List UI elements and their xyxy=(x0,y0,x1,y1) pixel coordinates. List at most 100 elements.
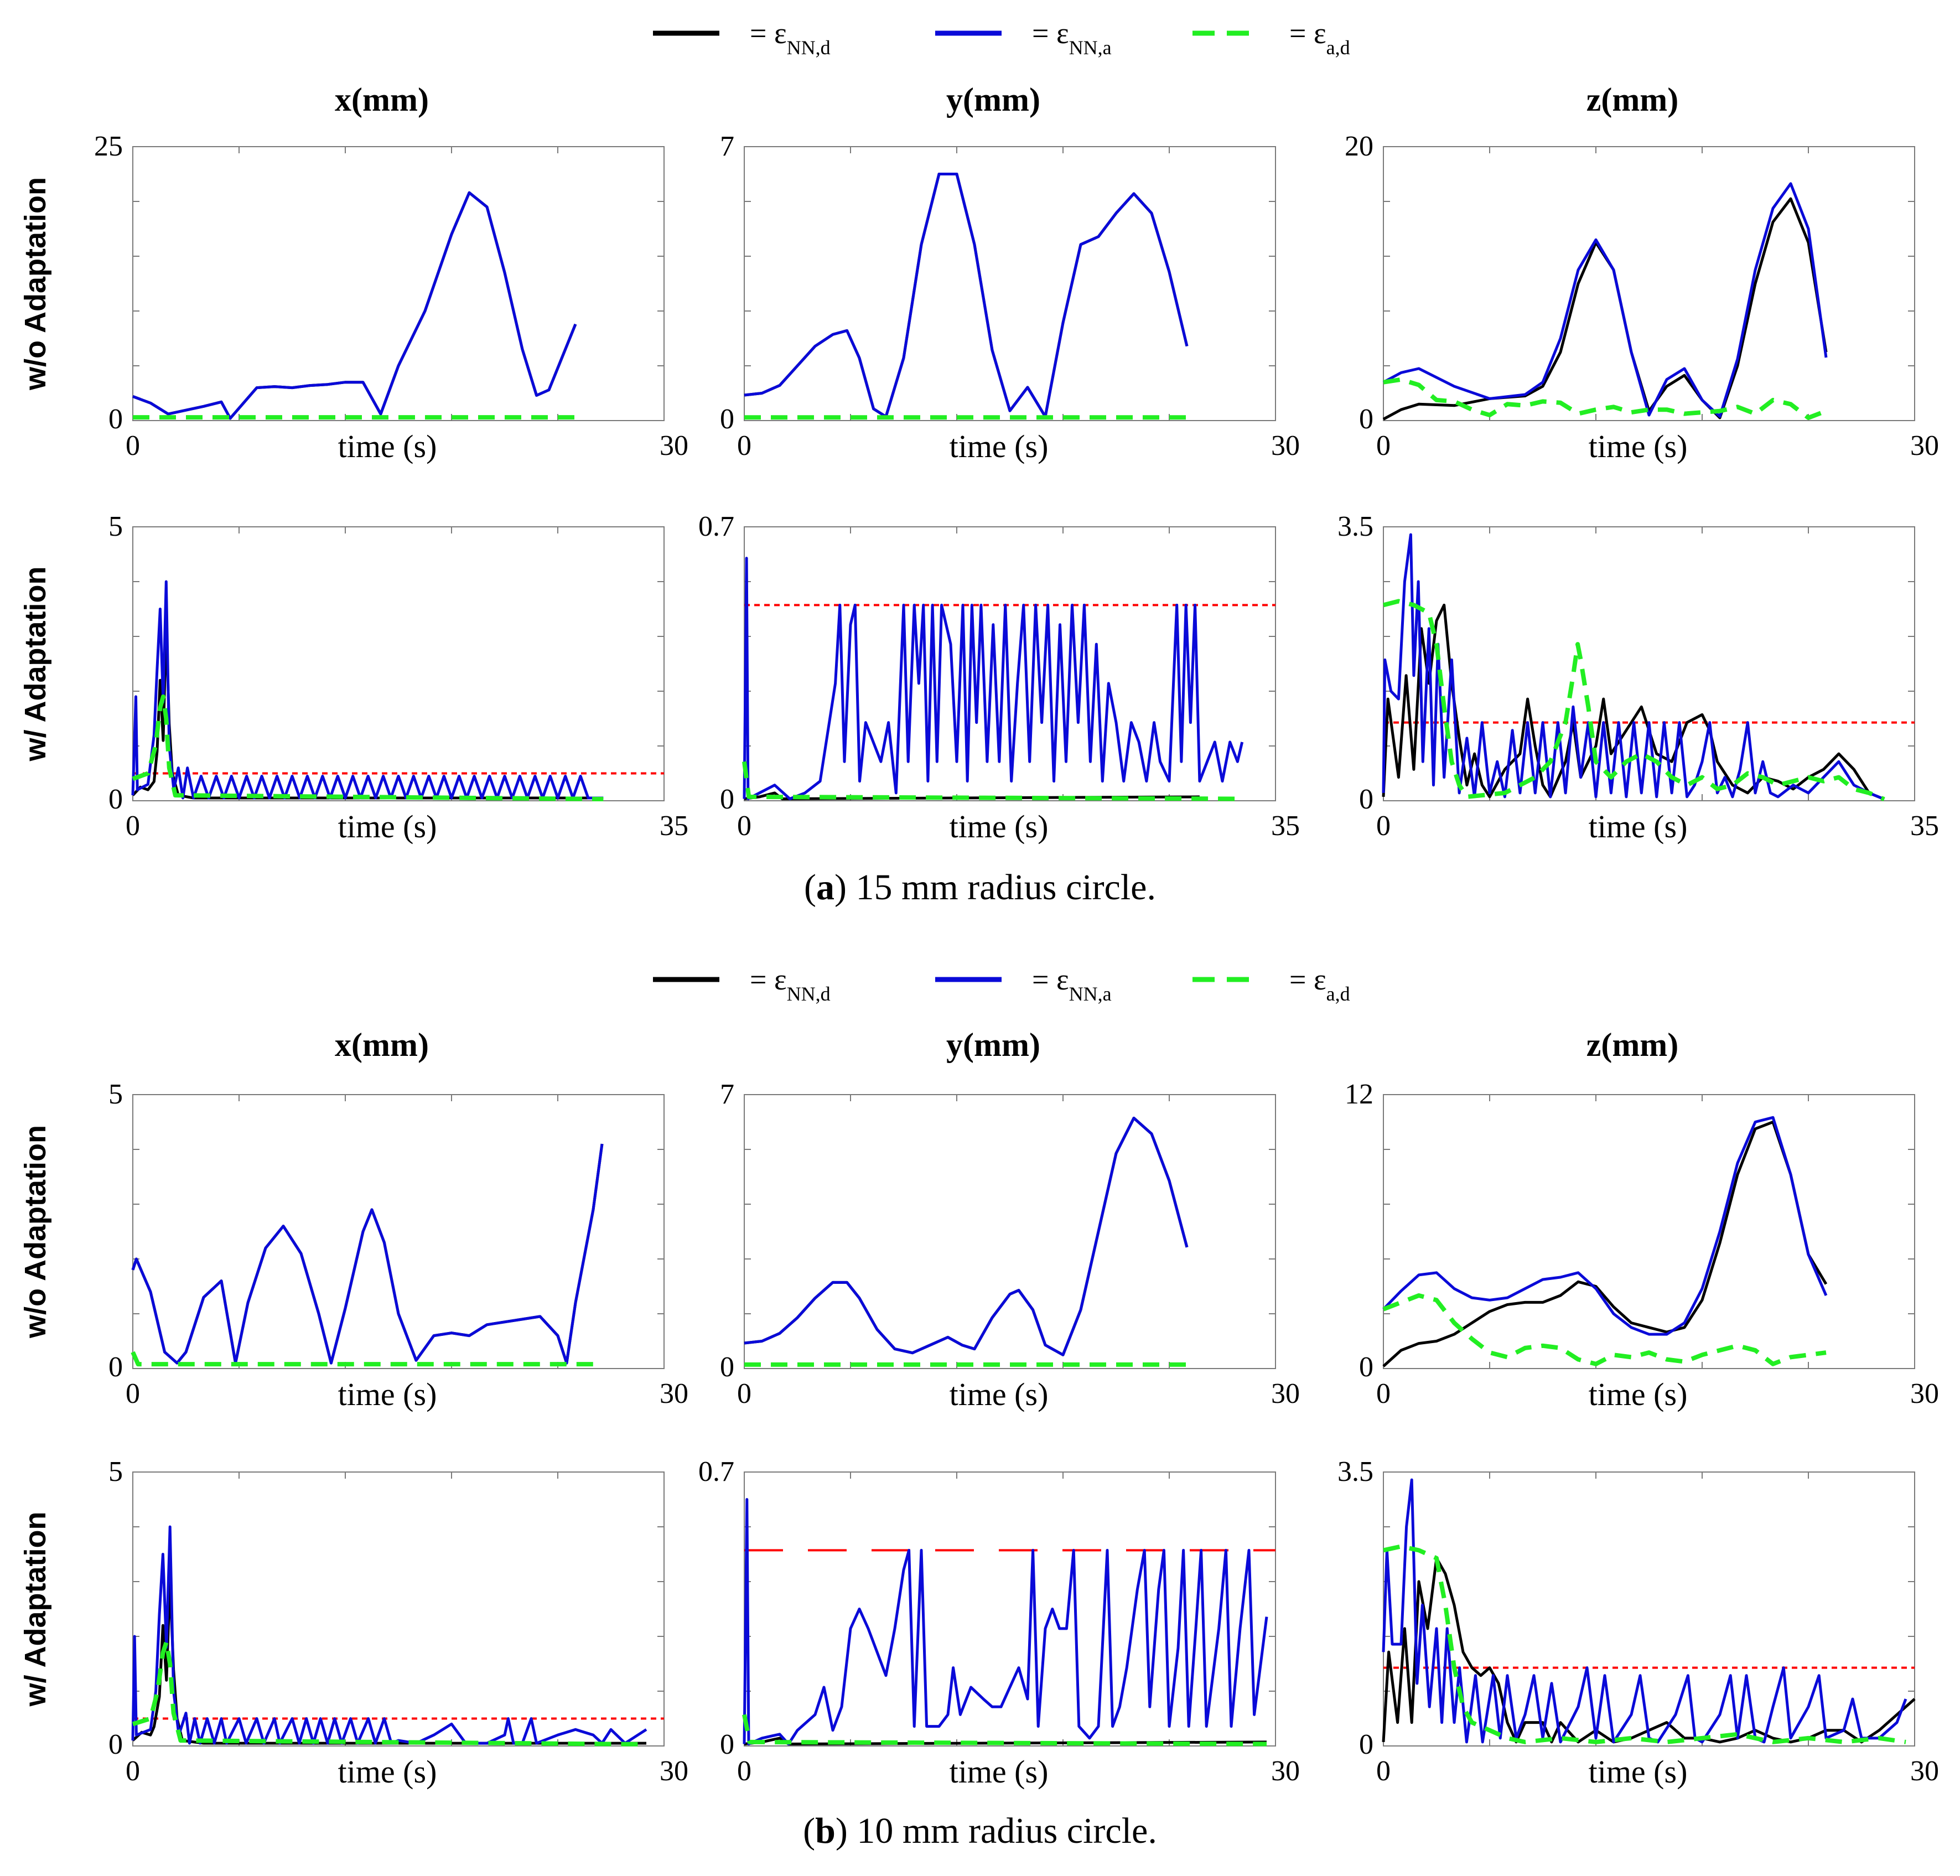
series-line-eps-nn-a xyxy=(132,191,577,420)
series-line-eps-nn-a xyxy=(744,1116,1189,1356)
column-title-z: z(mm) xyxy=(1586,81,1679,118)
panel-r1-c1: 0 0.7 0 35 xyxy=(698,511,1300,842)
axes-box xyxy=(1383,146,1915,421)
panel-r1-c0: 0 5 0 30 xyxy=(108,1456,688,1787)
x-tick-label: 0 xyxy=(737,810,751,842)
column-title-x: x(mm) xyxy=(335,81,429,118)
legend: = εNN,d = εNN,a = εa,d xyxy=(653,17,1350,59)
x-tick-label: 0 xyxy=(737,1755,751,1787)
panel-r1-c2: 0 3.5 0 30 xyxy=(1337,1456,1939,1787)
series-line-eps-nn-d xyxy=(132,1580,646,1745)
series-line-eps-nn-d xyxy=(132,191,577,420)
y-tick-label: 0.7 xyxy=(698,511,734,542)
series-line-eps-nn-d xyxy=(131,1143,604,1365)
panel-r1-c0: 0 5 0 35 xyxy=(108,511,688,842)
caption: (a) 15 mm radius circle. xyxy=(804,867,1156,908)
series-line-eps-a-d xyxy=(132,1639,647,1747)
legend: = εNN,d = εNN,a = εa,d xyxy=(653,963,1350,1005)
x-tick-label: 0 xyxy=(126,430,140,462)
column-title-y: y(mm) xyxy=(946,81,1040,118)
y-tick-label: 20 xyxy=(1345,131,1373,162)
y-tick-label: 3.5 xyxy=(1337,1456,1373,1488)
x-axis-label: time (s) xyxy=(950,428,1049,464)
x-tick-label: 0 xyxy=(126,1755,140,1787)
y-tick-label: 0 xyxy=(720,403,734,435)
y-tick-label: 0 xyxy=(108,1351,123,1383)
series-line-eps-nn-d xyxy=(744,1116,1189,1356)
y-tick-label: 3.5 xyxy=(1337,511,1373,542)
axes-box xyxy=(744,1471,1276,1747)
axes-box xyxy=(744,1094,1276,1369)
series-line-eps-nn-a xyxy=(743,557,1244,800)
series-line-eps-nn-a xyxy=(1382,182,1828,418)
series-line-eps-nn-a xyxy=(131,1525,647,1745)
axes-box xyxy=(1383,526,1915,801)
panel-r0-c2: 0 20 0 30 xyxy=(1345,131,1939,462)
x-tick-label: 30 xyxy=(1910,1755,1939,1787)
axes-box xyxy=(1383,1471,1915,1747)
x-tick-label: 0 xyxy=(126,810,140,842)
series-line-eps-nn-d xyxy=(1382,1557,1916,1744)
x-tick-label: 0 xyxy=(1376,430,1391,462)
x-axis-label: time (s) xyxy=(338,428,437,464)
panel-r0-c1: 0 7 0 30 xyxy=(720,131,1300,462)
x-axis-label: time (s) xyxy=(338,1754,437,1790)
x-tick-label: 30 xyxy=(1271,1378,1300,1409)
x-tick-label: 0 xyxy=(126,1378,140,1409)
x-tick-label: 35 xyxy=(660,810,688,842)
y-tick-label: 0 xyxy=(720,1351,734,1383)
axes-box xyxy=(132,1094,665,1369)
series-line-eps-a-d xyxy=(742,761,1242,801)
legend-label-nn-d: = εNN,d xyxy=(750,17,831,59)
y-tick-label: 0.7 xyxy=(698,1456,734,1488)
series-line-eps-a-d xyxy=(1383,1544,1906,1744)
panel-r1-c1: 0 0.7 0 30 xyxy=(698,1456,1300,1787)
x-tick-label: 0 xyxy=(737,430,751,462)
x-tick-label: 30 xyxy=(660,1378,688,1409)
x-axis-label: time (s) xyxy=(1589,428,1688,464)
x-axis-label: time (s) xyxy=(338,1376,437,1412)
x-tick-label: 0 xyxy=(1376,810,1391,842)
x-axis-label: time (s) xyxy=(338,809,437,844)
series-line-eps-nn-a xyxy=(744,173,1189,418)
panel-r0-c0: 0 5 0 30 xyxy=(108,1079,688,1409)
series-line-eps-nn-a xyxy=(1382,533,1885,801)
x-axis-label: time (s) xyxy=(1589,809,1688,844)
legend-label-a-d: = εa,d xyxy=(1289,17,1350,59)
x-tick-label: 30 xyxy=(660,1755,688,1787)
x-tick-label: 30 xyxy=(1910,1378,1939,1409)
y-tick-label: 0 xyxy=(108,1729,123,1760)
axes-box xyxy=(1383,1094,1915,1369)
x-tick-label: 35 xyxy=(1910,810,1939,842)
series-line-eps-a-d xyxy=(1382,1293,1827,1366)
panel-r0-c1: 0 7 0 30 xyxy=(720,1079,1300,1409)
y-tick-label: 5 xyxy=(108,1456,123,1488)
axes-box xyxy=(744,146,1276,421)
x-tick-label: 0 xyxy=(737,1378,751,1409)
x-tick-label: 30 xyxy=(660,430,688,462)
row-label-without-adaptation: w/o Adaptation xyxy=(19,177,52,391)
y-tick-label: 5 xyxy=(108,511,123,542)
series-line-eps-a-d xyxy=(742,1714,1267,1747)
x-axis-label: time (s) xyxy=(1589,1376,1688,1412)
column-title-x: x(mm) xyxy=(335,1027,429,1063)
x-axis-label: time (s) xyxy=(1589,1754,1688,1790)
y-tick-label: 12 xyxy=(1345,1079,1373,1110)
x-tick-label: 35 xyxy=(1271,810,1300,842)
x-axis-label: time (s) xyxy=(950,809,1049,844)
x-tick-label: 0 xyxy=(1376,1378,1391,1409)
panel-r0-c2: 0 12 0 30 xyxy=(1345,1079,1939,1409)
column-title-z: z(mm) xyxy=(1586,1027,1679,1063)
column-title-y: y(mm) xyxy=(946,1027,1040,1063)
row-label-with-adaptation: w/ Adaptation xyxy=(19,567,52,762)
x-tick-label: 30 xyxy=(1910,430,1939,462)
legend-label-nn-a: = εNN,a xyxy=(1032,963,1112,1005)
legend-label-a-d: = εa,d xyxy=(1289,963,1350,1005)
y-tick-label: 0 xyxy=(720,784,734,815)
row-label-without-adaptation: w/o Adaptation xyxy=(19,1125,52,1339)
series-line-eps-a-d xyxy=(132,694,604,801)
legend-label-nn-a: = εNN,a xyxy=(1032,17,1112,59)
y-tick-label: 25 xyxy=(94,131,123,162)
y-tick-label: 0 xyxy=(108,403,123,435)
